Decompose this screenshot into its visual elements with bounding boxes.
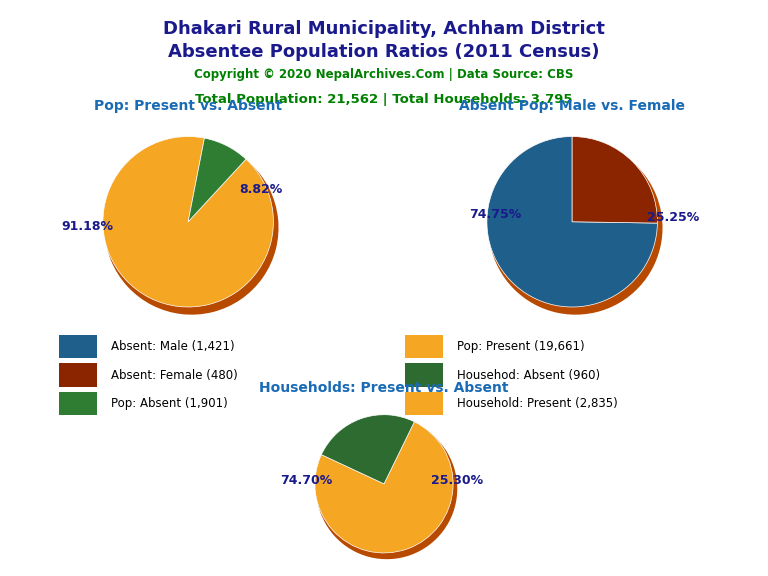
Wedge shape xyxy=(323,418,418,488)
Text: Copyright © 2020 NepalArchives.Com | Data Source: CBS: Copyright © 2020 NepalArchives.Com | Dat… xyxy=(194,68,574,81)
Title: Absent Pop: Male vs. Female: Absent Pop: Male vs. Female xyxy=(459,98,685,113)
Wedge shape xyxy=(315,422,453,553)
Wedge shape xyxy=(488,141,663,314)
Text: 74.75%: 74.75% xyxy=(469,209,521,221)
Text: Househod: Absent (960): Househod: Absent (960) xyxy=(457,369,600,381)
FancyBboxPatch shape xyxy=(59,392,97,415)
Text: Dhakari Rural Municipality, Achham District: Dhakari Rural Municipality, Achham Distr… xyxy=(163,20,605,38)
Title: Pop: Present vs. Absent: Pop: Present vs. Absent xyxy=(94,98,282,113)
Wedge shape xyxy=(188,138,246,222)
Text: 91.18%: 91.18% xyxy=(61,219,114,233)
Wedge shape xyxy=(191,142,250,228)
Text: 25.25%: 25.25% xyxy=(647,211,699,224)
Text: Pop: Present (19,661): Pop: Present (19,661) xyxy=(457,340,584,353)
Title: Households: Present vs. Absent: Households: Present vs. Absent xyxy=(260,381,508,395)
Text: Pop: Absent (1,901): Pop: Absent (1,901) xyxy=(111,397,228,410)
FancyBboxPatch shape xyxy=(405,363,442,387)
Text: Total Population: 21,562 | Total Households: 3,795: Total Population: 21,562 | Total Househo… xyxy=(195,93,573,107)
Wedge shape xyxy=(316,425,457,559)
Wedge shape xyxy=(321,415,415,484)
Wedge shape xyxy=(575,141,663,229)
Text: Absentee Population Ratios (2011 Census): Absentee Population Ratios (2011 Census) xyxy=(168,43,600,61)
Text: 25.30%: 25.30% xyxy=(431,474,482,487)
Text: 74.70%: 74.70% xyxy=(280,474,333,487)
Text: 8.82%: 8.82% xyxy=(239,183,283,196)
Wedge shape xyxy=(572,137,657,223)
FancyBboxPatch shape xyxy=(405,335,442,358)
FancyBboxPatch shape xyxy=(59,363,97,387)
Wedge shape xyxy=(104,141,279,314)
Text: Absent: Male (1,421): Absent: Male (1,421) xyxy=(111,340,234,353)
Text: Absent: Female (480): Absent: Female (480) xyxy=(111,369,238,381)
FancyBboxPatch shape xyxy=(59,335,97,358)
Text: Household: Present (2,835): Household: Present (2,835) xyxy=(457,397,617,410)
FancyBboxPatch shape xyxy=(405,392,442,415)
Wedge shape xyxy=(487,137,657,307)
Wedge shape xyxy=(103,137,273,307)
